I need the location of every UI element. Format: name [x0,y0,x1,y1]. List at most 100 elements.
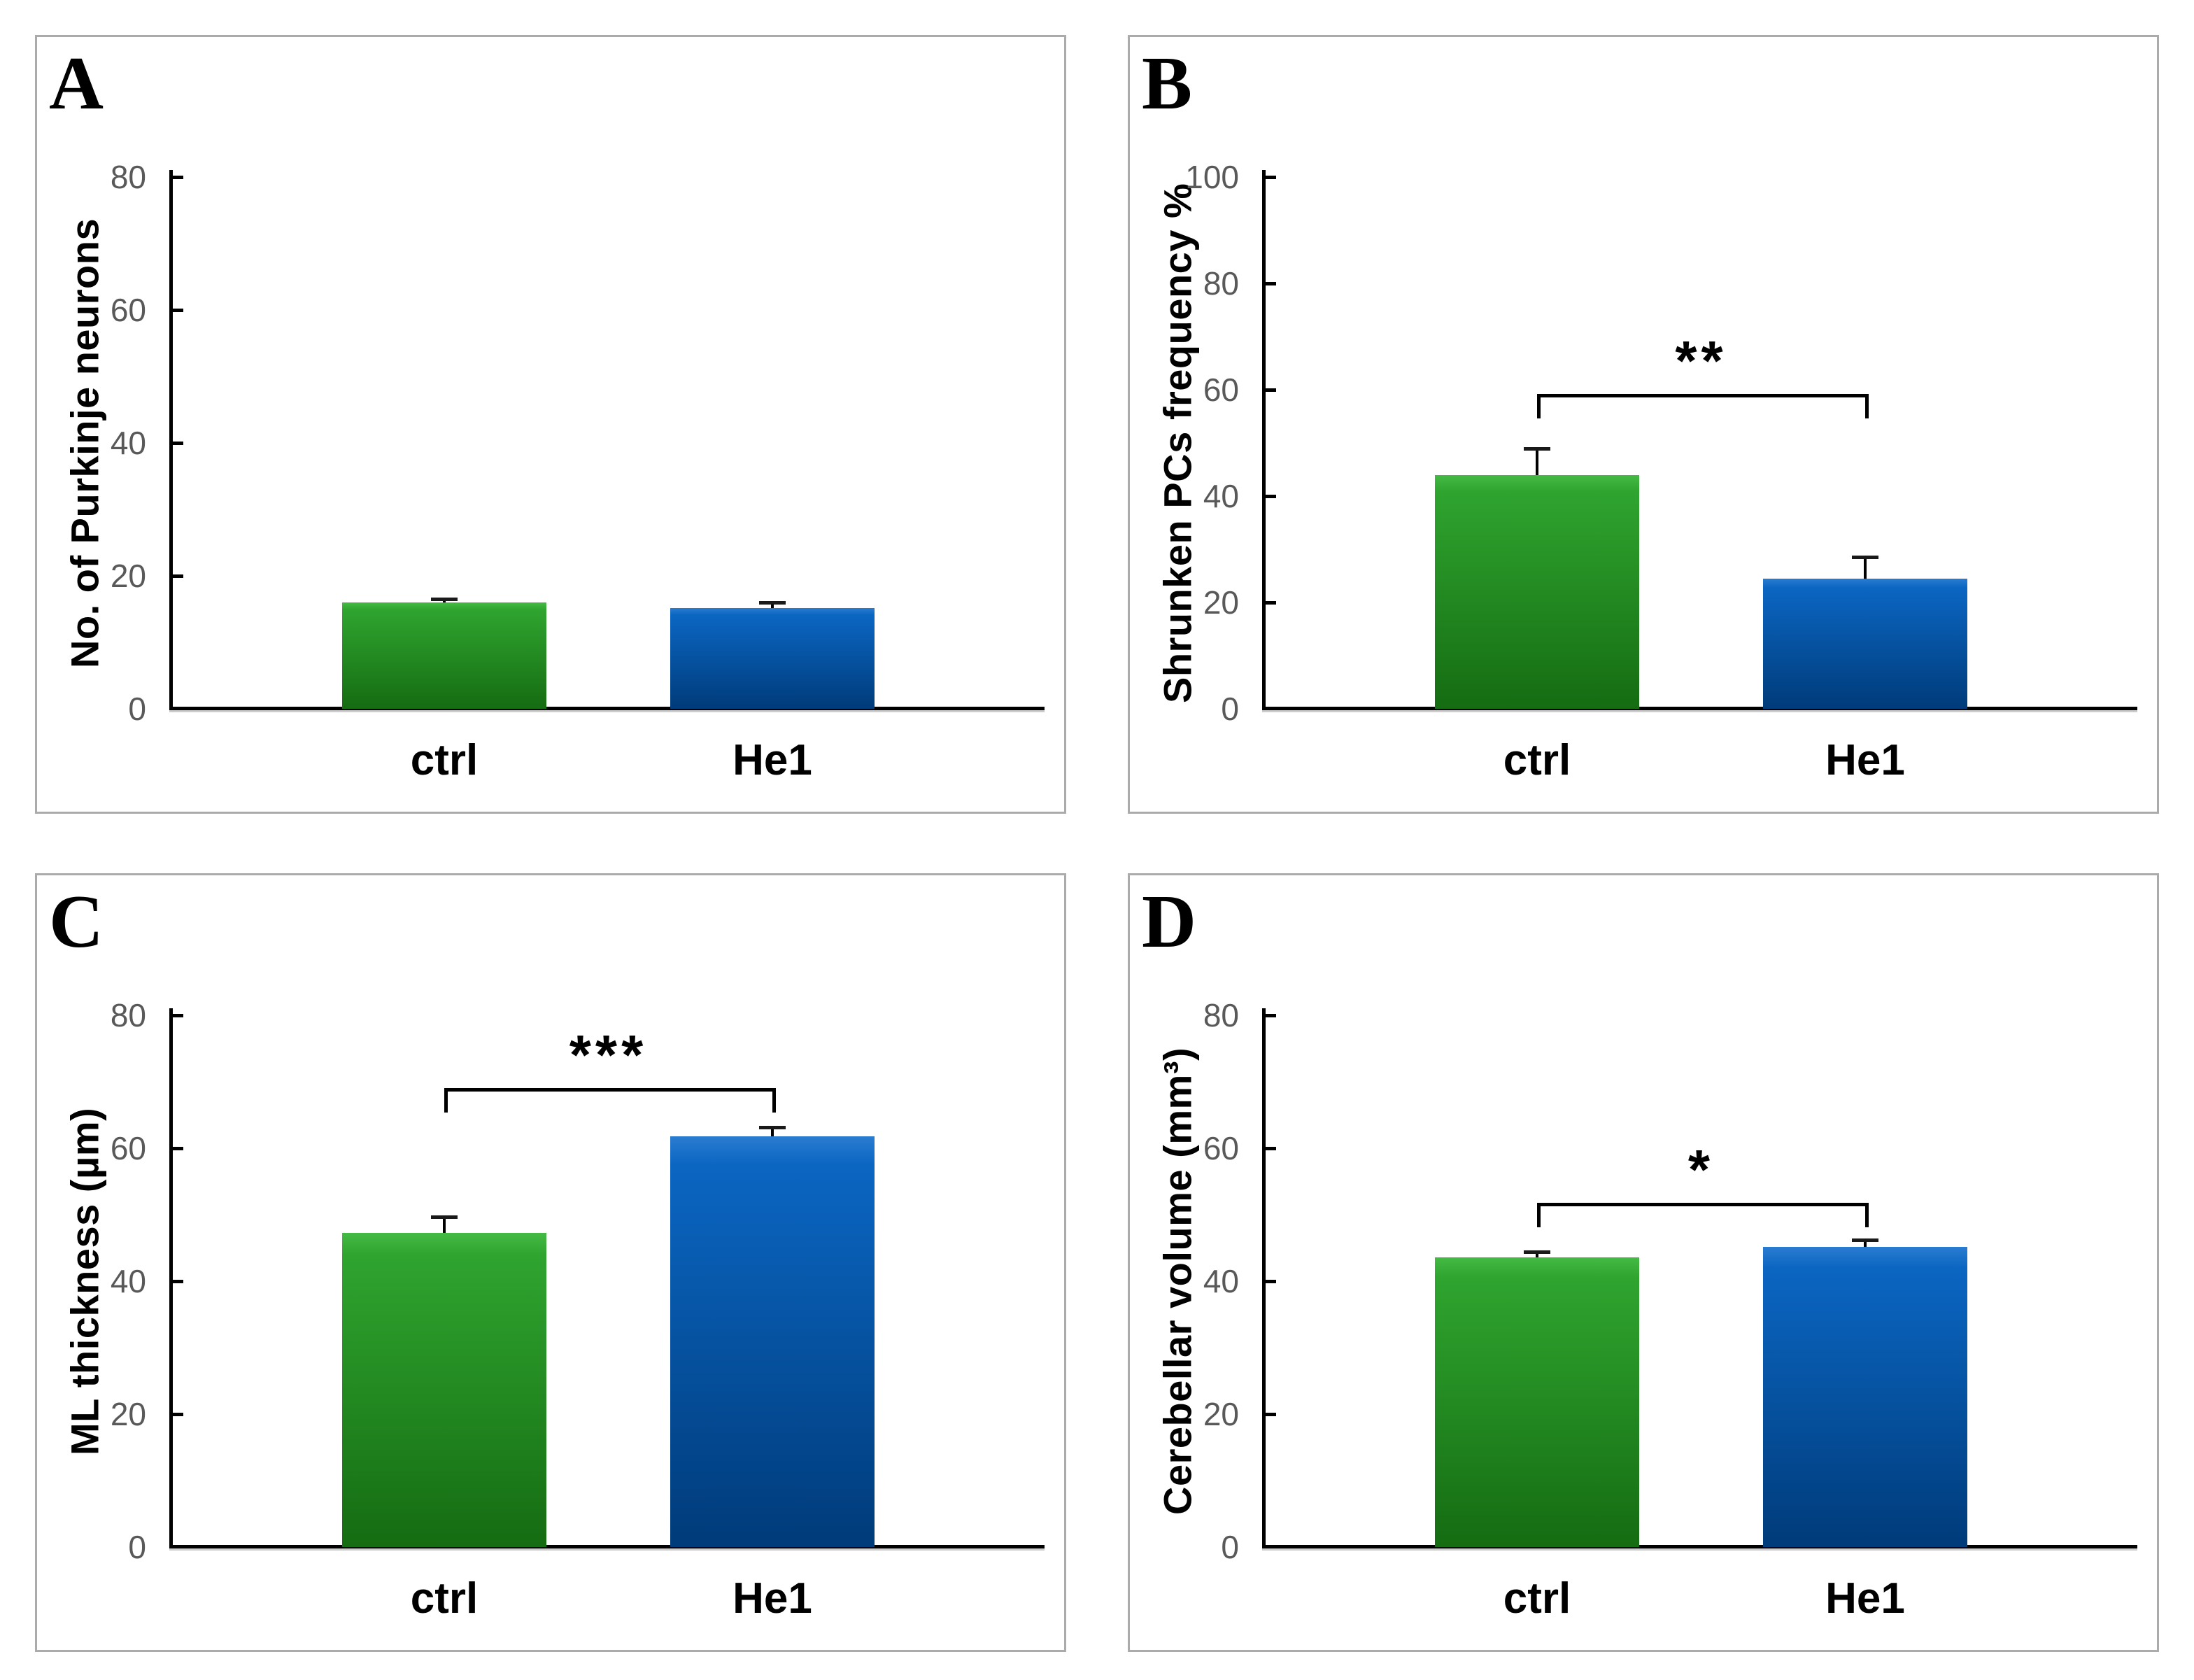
error-bar-cap [1852,1238,1878,1243]
y-tick-label: 20 [110,1396,146,1432]
x-axis-line [169,1545,1045,1551]
y-tick [173,1279,183,1283]
y-tick [1266,1279,1276,1283]
error-bar-he1 [1864,557,1867,579]
bar-ctrl [1435,474,1639,709]
panel-C: C ML thickness (µm) 0 20 40 60 80 *** ctrl He1 [35,873,1066,1652]
y-axis-title: ML thickness (µm) [62,1107,107,1455]
bar-he1 [1763,578,1967,709]
panel-D: D Cerebellar volume (mm³) 0 20 40 60 80 * ctr… [1128,873,2159,1652]
y-tick [173,1013,183,1017]
y-tick [173,441,183,445]
plot-area: 0 20 40 60 80 [111,161,1045,725]
plot-area: 0 20 40 60 80 *** [111,999,1045,1563]
significance-bracket-end [772,1088,776,1113]
error-bar-ctrl [1536,1252,1538,1257]
error-bar-cap [1524,1250,1550,1255]
y-tick [1266,175,1276,179]
y-tick [173,1412,183,1416]
plot-area: 0 20 40 60 80 100 ** [1185,161,2137,725]
y-tick [1266,494,1276,498]
plot-area: 0 20 40 60 80 * [1203,999,2137,1563]
error-bar-ctrl [443,1216,446,1233]
error-bar-cap [1852,556,1878,560]
category-label-ctrl: ctrl [410,736,479,784]
error-bar-cap [759,1125,786,1129]
y-tick-label: 40 [1203,478,1239,514]
significance-bracket [1537,1202,1865,1206]
y-tick-label: 80 [110,159,146,195]
y-tick-label: 0 [128,1529,146,1565]
significance-bracket-end [1865,394,1869,419]
y-tick-label: 40 [110,1263,146,1299]
category-label-ctrl: ctrl [1503,1574,1571,1623]
significance-stars: *** [569,1024,648,1087]
y-tick [173,175,183,179]
y-tick-label: 20 [1203,1396,1239,1432]
y-tick-label: 60 [110,292,146,328]
significance-bracket-end [1865,1202,1869,1227]
y-tick [1266,1146,1276,1150]
y-tick-label: 0 [1221,1529,1239,1565]
category-label-ctrl: ctrl [410,1574,479,1623]
error-bar-ctrl [1536,448,1538,475]
category-label-he1: He1 [732,1574,812,1623]
significance-stars: * [1687,1138,1715,1201]
category-axis: ctrl He1 [173,1567,1045,1623]
category-label-he1: He1 [1825,1574,1905,1623]
panel-letter: C [49,880,104,963]
y-tick [173,574,183,578]
y-tick-label: 80 [110,997,146,1033]
bar-he1 [670,607,875,709]
y-tick-label: 20 [1203,584,1239,621]
error-bar-cap [1524,446,1550,451]
y-tick [1266,1412,1276,1416]
category-label-he1: He1 [732,736,812,784]
y-axis-title: Cerebellar volume (mm³) [1155,1047,1200,1516]
error-bar-he1 [1864,1240,1867,1247]
panel-A: A No. of Purkinje neurons 0 20 40 60 80 ctrl… [35,35,1066,814]
category-label-ctrl: ctrl [1503,736,1571,784]
y-tick-label: 80 [1203,997,1239,1033]
y-axis-title: Shrunken PCs frequency % [1155,183,1200,703]
significance-bracket-end [1537,1202,1541,1227]
y-tick [173,308,183,312]
error-bar-he1 [771,602,774,608]
y-axis-line [169,170,173,710]
category-label-he1: He1 [1825,736,1905,784]
y-tick [1266,600,1276,605]
y-tick-label: 100 [1185,159,1239,195]
y-tick-label: 80 [1203,265,1239,302]
significance-bracket [444,1088,772,1092]
bar-ctrl [1435,1257,1639,1547]
category-axis: ctrl He1 [1266,1567,2137,1623]
y-tick-label: 60 [1203,1130,1239,1166]
significance-bracket [1537,394,1865,398]
y-tick [1266,281,1276,285]
y-tick-label: 40 [110,425,146,461]
y-tick [1266,1013,1276,1017]
y-axis-line [1262,170,1266,710]
panel-letter: B [1142,42,1193,125]
significance-stars: ** [1675,330,1727,393]
y-tick [173,1146,183,1150]
error-bar-he1 [771,1127,774,1136]
y-tick [1266,388,1276,392]
bar-he1 [1763,1246,1967,1547]
category-axis: ctrl He1 [1266,728,2137,784]
error-bar-cap [431,1215,458,1219]
bar-ctrl [342,602,546,709]
y-tick-label: 60 [1203,372,1239,408]
x-axis-line [169,707,1045,712]
y-axis-line [169,1008,173,1548]
panel-B: B Shrunken PCs frequency % 0 20 40 60 80 100 *… [1128,35,2159,814]
bar-ctrl [342,1232,546,1547]
x-axis-line [1262,1545,2137,1551]
y-tick-label: 0 [1221,691,1239,727]
significance-bracket-end [444,1088,448,1113]
y-axis-line [1262,1008,1266,1548]
y-tick-label: 60 [110,1130,146,1166]
error-bar-cap [759,600,786,605]
error-bar-cap [431,598,458,602]
y-tick-label: 20 [110,558,146,594]
